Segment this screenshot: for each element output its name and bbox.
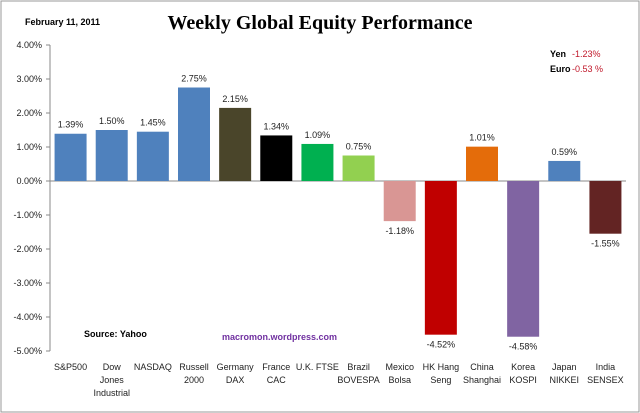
y-tick-label: 0.00% <box>16 176 42 186</box>
data-label: 2.75% <box>181 74 207 84</box>
currency-euro-value: -0.53 % <box>572 64 603 74</box>
data-label: -4.58% <box>509 342 538 352</box>
data-label: 0.75% <box>346 142 372 152</box>
bar <box>219 107 252 181</box>
x-tick-label: BOVESPA <box>337 375 379 385</box>
data-label: 1.50% <box>99 116 125 126</box>
x-tick-label: Japan <box>552 362 577 372</box>
y-tick-label: -4.00% <box>13 312 42 322</box>
bar <box>507 181 540 337</box>
watermark: macromon.wordpress.com <box>222 332 337 342</box>
bar <box>54 133 87 181</box>
bar <box>589 181 622 234</box>
bar <box>178 87 210 181</box>
data-label: 1.01% <box>469 133 495 143</box>
data-label: 0.59% <box>552 147 578 157</box>
data-label: -1.18% <box>385 226 414 236</box>
bar <box>548 160 581 181</box>
x-tick-label: NIKKEI <box>550 375 580 385</box>
y-tick-label: 2.00% <box>16 108 42 118</box>
bar <box>260 135 293 181</box>
data-label: 1.34% <box>264 121 290 131</box>
x-tick-label: S&P500 <box>54 362 87 372</box>
y-tick-label: 3.00% <box>16 74 42 84</box>
bar <box>383 181 416 222</box>
x-tick-label: Germany <box>217 362 255 372</box>
x-tick-label: DAX <box>226 375 245 385</box>
y-tick-label: 4.00% <box>16 40 42 50</box>
currency-yen-name: Yen <box>550 49 566 59</box>
x-tick-label: Dow <box>103 362 122 372</box>
y-tick-label: 1.00% <box>16 142 42 152</box>
x-tick-label: India <box>596 362 616 372</box>
bar <box>424 181 457 335</box>
x-tick-label: CAC <box>267 375 287 385</box>
x-tick-label: SENSEX <box>587 375 624 385</box>
currency-euro-name: Euro <box>550 64 571 74</box>
bar <box>136 131 169 181</box>
x-tick-label: HK Hang <box>423 362 460 372</box>
x-tick-label: Seng <box>430 375 451 385</box>
y-tick-label: -5.00% <box>13 346 42 356</box>
x-tick-label: KOSPI <box>509 375 537 385</box>
data-label: 1.39% <box>58 120 84 130</box>
bar <box>95 130 128 181</box>
bar <box>301 143 334 181</box>
bar <box>466 146 498 181</box>
x-tick-label: Korea <box>511 362 535 372</box>
data-label: -1.55% <box>591 239 620 249</box>
chart-date: February 11, 2011 <box>25 17 100 27</box>
x-tick-label: Industrial <box>93 388 130 398</box>
data-label: 1.45% <box>140 118 166 128</box>
data-label: -4.52% <box>427 340 456 350</box>
currency-yen-value: -1.23% <box>572 49 601 59</box>
source-note: Source: Yahoo <box>84 329 147 339</box>
x-tick-label: China <box>470 362 494 372</box>
x-tick-label: Bolsa <box>388 375 411 385</box>
bar <box>342 155 375 181</box>
y-tick-label: -3.00% <box>13 278 42 288</box>
x-tick-label: NASDAQ <box>134 362 172 372</box>
x-tick-label: Jones <box>100 375 125 385</box>
data-label: 1.09% <box>305 130 331 140</box>
x-tick-label: Shanghai <box>463 375 501 385</box>
x-tick-label: U.K. FTSE <box>296 362 339 372</box>
y-tick-label: -1.00% <box>13 210 42 220</box>
x-tick-label: Brazil <box>347 362 370 372</box>
x-tick-label: France <box>262 362 290 372</box>
x-tick-label: 2000 <box>184 375 204 385</box>
chart-title: Weekly Global Equity Performance <box>168 12 473 34</box>
x-tick-label: Russell <box>179 362 209 372</box>
data-label: 2.15% <box>222 94 248 104</box>
x-tick-label: Mexico <box>385 362 414 372</box>
y-tick-label: -2.00% <box>13 244 42 254</box>
